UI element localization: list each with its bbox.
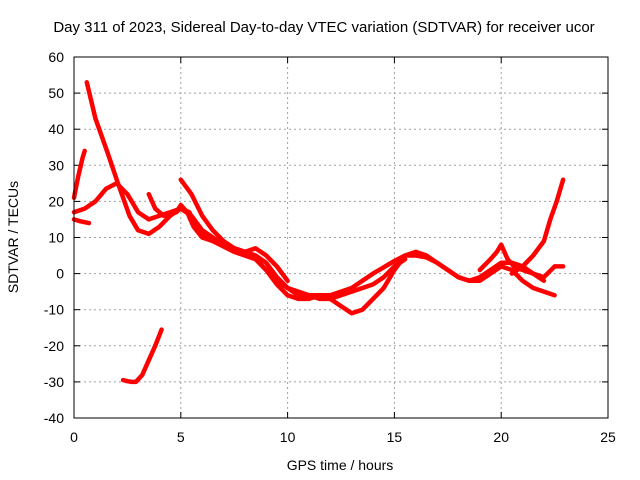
y-tick-label: -20 [44,338,64,354]
y-tick-label: -10 [44,302,64,318]
x-tick-label: 25 [600,429,616,445]
x-tick-label: 20 [493,429,509,445]
plot-frame [73,56,609,419]
y-tick-label: 40 [48,121,64,137]
y-tick-labels: -40 -30 -20 -10 0 10 20 30 40 50 60 [44,49,64,426]
x-tick-label: 0 [70,429,78,445]
series-line-trace-5 [146,191,408,302]
grid-lines [74,57,608,418]
series-line-trace-1 [71,148,87,201]
series-line-trace-3 [71,181,547,298]
x-tick-label: 15 [387,429,403,445]
x-tick-label: 5 [177,429,185,445]
y-axis-label: SDTVAR / TECUs [5,181,21,293]
y-tick-label: -30 [44,374,64,390]
x-axis-label: GPS time / hours [287,457,394,473]
chart-title: Day 311 of 2023, Sidereal Day-to-day VTE… [53,19,594,36]
y-tick-label: 0 [56,266,64,282]
series-line-trace-9 [477,242,566,280]
x-tick-labels: 0 5 10 15 20 25 [70,429,616,445]
y-tick-label: 60 [48,49,64,65]
y-tick-label: 50 [48,85,64,101]
y-tick-label: 10 [48,230,64,246]
series-line-trace-8 [509,177,566,276]
series-line-trace-4 [84,80,557,316]
series-line-trace-6 [178,177,290,284]
x-tick-label: 10 [280,429,296,445]
series-line-trace-7 [120,327,164,385]
y-tick-label: 30 [48,157,64,173]
series-group [71,80,566,385]
y-tick-label: -40 [44,410,64,426]
series-line-trace-2 [71,217,92,226]
y-tick-label: 20 [48,193,64,209]
